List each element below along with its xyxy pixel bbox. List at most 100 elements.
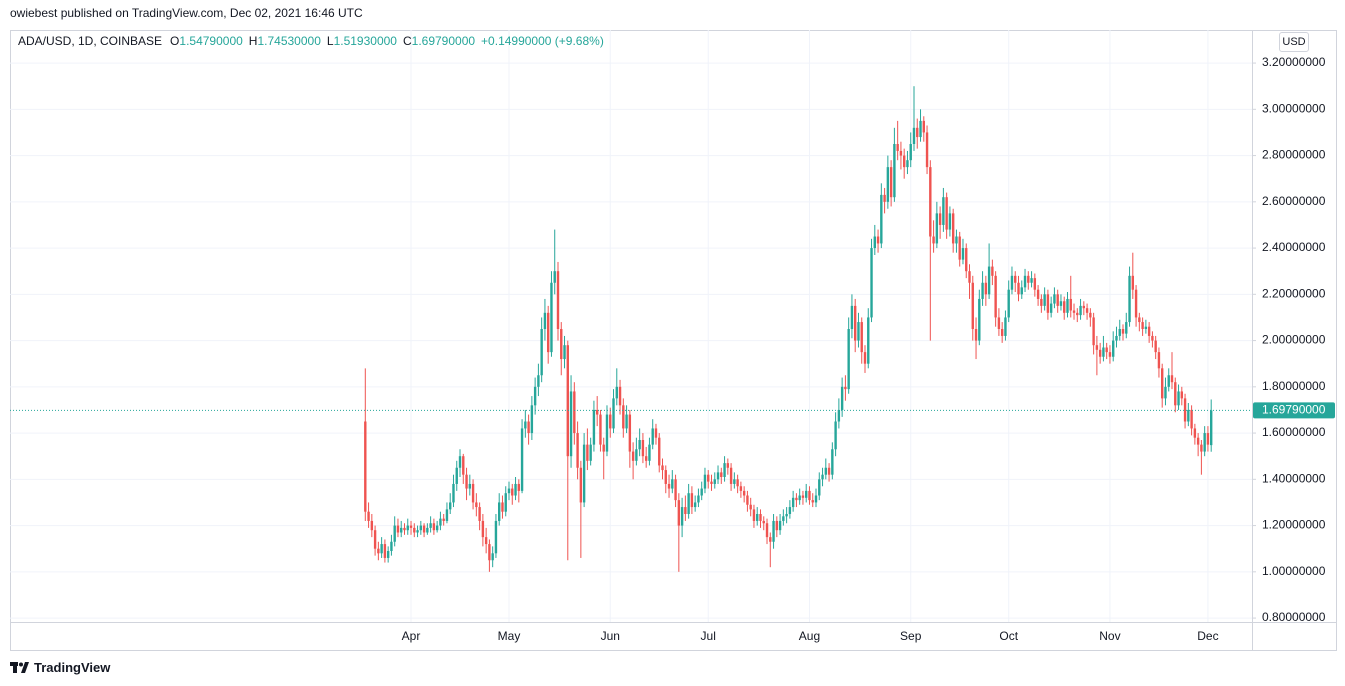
candle-body [560,329,563,360]
candle-body [752,509,756,521]
candle-body [638,440,641,450]
candle-body [814,495,818,503]
candle-body [671,479,674,489]
candle-body [880,194,883,244]
candle-body [586,444,589,461]
candle-body [589,444,592,461]
candle-body [1154,340,1157,353]
candle-body [961,248,965,260]
candle-body [759,514,762,521]
candle-body [720,472,723,478]
candle-body [778,520,782,531]
candle-body [1082,305,1086,309]
publisher: owiebest published on TradingView.com, D… [10,6,363,20]
y-tick-label: 1.00000000 [1262,564,1326,578]
candle-body [876,236,880,244]
candle-body [449,502,452,510]
candle-body [844,386,847,390]
currency-button[interactable]: USD [1279,32,1309,52]
candle-body [955,236,958,244]
y-tick-label: 1.80000000 [1262,379,1326,393]
candle-body [1134,289,1138,318]
y-tick-label: 3.00000000 [1262,101,1326,115]
candle-body [1014,275,1017,283]
candle-body [1036,289,1040,299]
candle-body [772,520,775,542]
candle-body [419,525,423,531]
candle-body [1112,340,1115,357]
candle-body [919,120,922,138]
candle-body [971,282,974,330]
candle-body [592,409,596,445]
candle-body [687,493,690,515]
legend-change: +0.14990000 (+9.68%) [481,34,604,48]
candle-body [932,236,935,244]
candles [10,86,1252,572]
candle-body [367,511,370,521]
candle-body [1053,294,1056,304]
candle-body [540,329,543,376]
candle-body [527,421,530,434]
candle-body [922,120,925,133]
candle-body [850,305,854,330]
candle-body [533,386,537,406]
candle-body [811,500,814,503]
candle-body [1030,278,1033,283]
candle-body [612,398,615,429]
candle-body [654,428,658,438]
candle-body [994,275,997,318]
candle-body [863,352,867,364]
candle-body [883,194,886,202]
legend-key: L [326,34,334,48]
candle-body [566,345,569,457]
candle-body [1193,428,1197,438]
candle-body [579,467,583,503]
candle-body [595,409,599,415]
candle-body [818,479,821,496]
candle-body [1023,275,1027,288]
candle-body [413,527,416,533]
candle-body [808,490,811,501]
candle-body [782,516,785,521]
candle-body [409,525,413,528]
candle-body [1147,326,1151,336]
candle-body [1069,298,1072,311]
candle-body [380,544,383,554]
ohlc-legend: ADA/USD, 1D, COINBASE O1.54790000 H1.74530… [18,34,610,48]
x-tick-label: Aug [799,629,820,643]
y-tick-label: 1.60000000 [1262,425,1326,439]
candle-body [1063,301,1066,313]
candle-body [703,474,707,489]
candle-body [736,479,739,487]
candle-body [435,525,439,531]
candle-body [520,428,524,491]
candle-body [667,483,671,489]
x-tick-label: Apr [402,629,421,643]
candle-body [697,495,700,503]
candle-body [576,433,579,468]
candle-body [968,271,971,283]
y-tick-label: 2.00000000 [1262,333,1326,347]
candle-body [716,472,720,480]
candle-body [504,493,507,512]
candle-body [1066,298,1069,313]
candle-body [965,248,968,272]
candle-body [873,236,876,249]
x-tick-label: Oct [999,629,1018,643]
candle-body [605,414,609,452]
y-tick-label: 1.20000000 [1262,518,1326,532]
candle-body [537,375,540,387]
candle-body [929,167,932,237]
candle-body [429,523,432,528]
candle-body [981,282,984,299]
candle-body [1033,278,1037,290]
candle-body [1072,310,1076,313]
candle-body [860,322,863,353]
candle-body [739,486,743,491]
candle-body [393,525,396,542]
candle-body [827,467,831,475]
candle-body [622,405,625,429]
candle-body [854,305,857,341]
